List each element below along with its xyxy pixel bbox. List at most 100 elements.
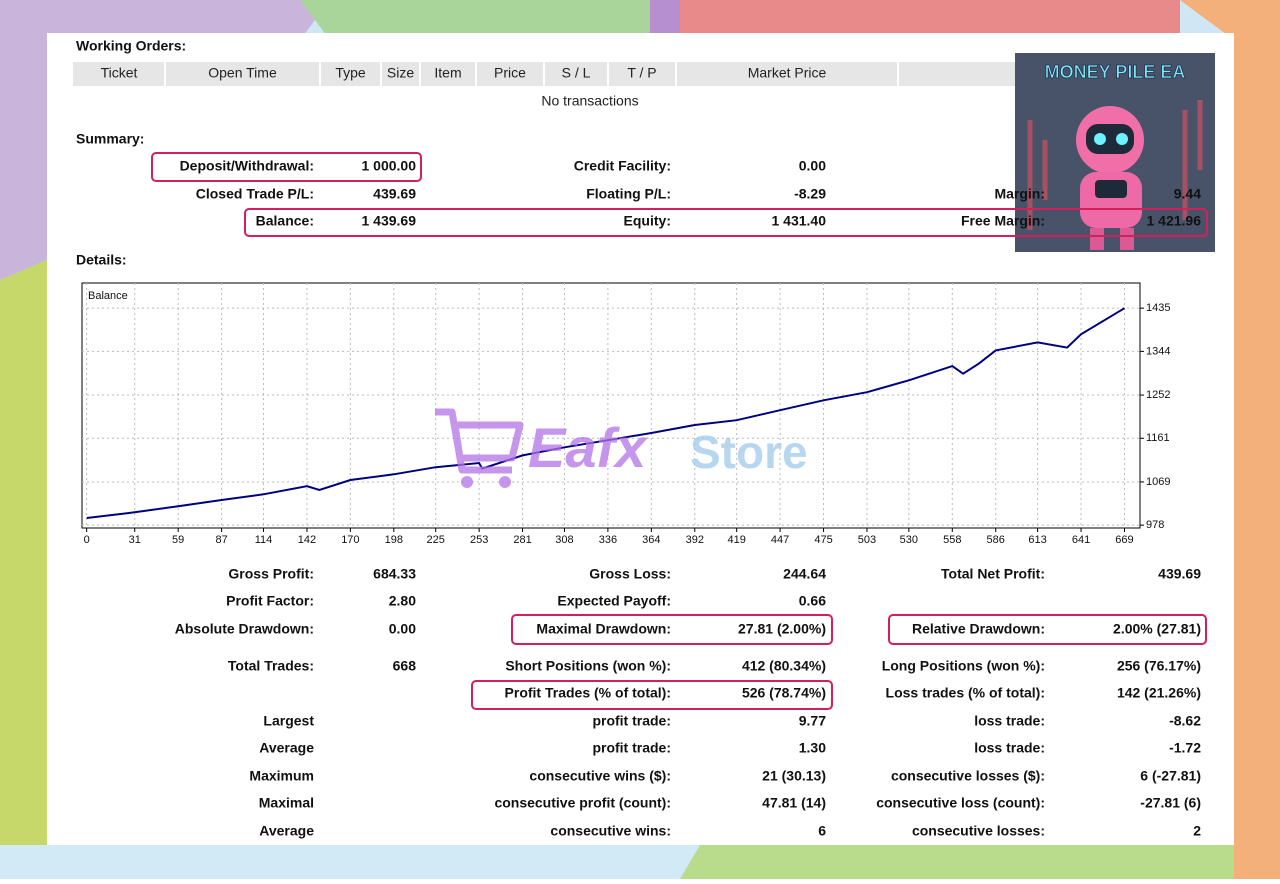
label: Credit Facility: bbox=[574, 158, 671, 174]
value: 439.69 bbox=[1158, 566, 1201, 582]
x-tick-label: 364 bbox=[642, 534, 660, 546]
label: loss trade: bbox=[974, 740, 1045, 756]
x-tick-label: 336 bbox=[599, 534, 617, 546]
label: Profit Factor: bbox=[226, 593, 314, 609]
x-tick-label: 392 bbox=[686, 534, 704, 546]
label: Closed Trade P/L: bbox=[196, 186, 314, 202]
section-title: Details: bbox=[76, 252, 127, 268]
label: loss trade: bbox=[974, 713, 1045, 729]
value: 256 (76.17%) bbox=[1117, 658, 1201, 674]
value: 439.69 bbox=[373, 186, 416, 202]
label: Maximum bbox=[249, 768, 314, 784]
x-tick-label: 475 bbox=[814, 534, 832, 546]
x-tick-label: 503 bbox=[858, 534, 876, 546]
label: Deposit/Withdrawal: bbox=[180, 158, 314, 174]
chart-label: Balance bbox=[88, 290, 128, 302]
x-tick-label: 586 bbox=[987, 534, 1005, 546]
label: Expected Payoff: bbox=[557, 593, 671, 609]
x-tick-label: 142 bbox=[298, 534, 316, 546]
value: 6 bbox=[818, 823, 826, 839]
y-tick-label: 1252 bbox=[1146, 389, 1170, 401]
value: -1.72 bbox=[1169, 740, 1201, 756]
label: Total Trades: bbox=[228, 658, 314, 674]
label: Maximal Drawdown: bbox=[536, 621, 671, 637]
label: Balance: bbox=[256, 213, 314, 229]
x-tick-label: 530 bbox=[900, 534, 918, 546]
value: 1.30 bbox=[799, 740, 826, 756]
value: 0.66 bbox=[799, 593, 826, 609]
x-tick-label: 170 bbox=[341, 534, 359, 546]
label: Equity: bbox=[624, 213, 671, 229]
column-header: Open Time bbox=[208, 65, 277, 81]
value: 668 bbox=[393, 658, 417, 674]
value: 9.44 bbox=[1174, 186, 1201, 202]
column-header: Size bbox=[387, 65, 414, 81]
label: Long Positions (won %): bbox=[882, 658, 1045, 674]
label: Gross Profit: bbox=[228, 566, 314, 582]
x-tick-label: 641 bbox=[1072, 534, 1090, 546]
label: Total Net Profit: bbox=[941, 566, 1045, 582]
label: profit trade: bbox=[592, 740, 671, 756]
x-tick-label: 59 bbox=[172, 534, 184, 546]
value: 2.80 bbox=[389, 593, 416, 609]
x-tick-label: 419 bbox=[727, 534, 745, 546]
chart-frame bbox=[81, 282, 1141, 529]
watermark-brand: Eafx bbox=[528, 416, 649, 479]
value: 1 431.40 bbox=[772, 213, 827, 229]
x-tick-label: 87 bbox=[215, 534, 227, 546]
value: 142 (21.26%) bbox=[1117, 685, 1201, 701]
value: -27.81 (6) bbox=[1140, 795, 1201, 811]
badge-title: MONEY PILE EA bbox=[1045, 62, 1186, 82]
x-tick-label: 253 bbox=[470, 534, 488, 546]
y-tick-label: 1344 bbox=[1146, 345, 1170, 357]
value: -8.29 bbox=[794, 186, 826, 202]
value: 21 (30.13) bbox=[762, 768, 826, 784]
column-header: Price bbox=[494, 65, 526, 81]
column-header: Ticket bbox=[101, 65, 138, 81]
column-header: Item bbox=[434, 65, 461, 81]
value: 6 (-27.81) bbox=[1140, 768, 1201, 784]
value: 244.64 bbox=[783, 566, 826, 582]
label: Absolute Drawdown: bbox=[175, 621, 314, 637]
highlights bbox=[151, 152, 1208, 710]
label: Profit Trades (% of total): bbox=[505, 685, 671, 701]
label: consecutive losses ($): bbox=[891, 768, 1045, 784]
label: consecutive profit (count): bbox=[494, 795, 671, 811]
value: 526 (78.74%) bbox=[742, 685, 826, 701]
value: 684.33 bbox=[373, 566, 416, 582]
value: 47.81 (14) bbox=[762, 795, 826, 811]
x-tick-label: 114 bbox=[255, 534, 273, 546]
value: 1 000.00 bbox=[362, 158, 417, 174]
y-tick-label: 978 bbox=[1146, 519, 1164, 531]
label: Short Positions (won %): bbox=[505, 658, 671, 674]
value: -8.62 bbox=[1169, 713, 1201, 729]
value: 0.00 bbox=[799, 158, 826, 174]
value: 2.00% (27.81) bbox=[1113, 621, 1201, 637]
x-tick-label: 0 bbox=[84, 534, 90, 546]
value: 412 (80.34%) bbox=[742, 658, 826, 674]
label: Average bbox=[259, 823, 314, 839]
column-header: Market Price bbox=[748, 65, 827, 81]
label: consecutive loss (count): bbox=[876, 795, 1045, 811]
x-tick-label: 558 bbox=[943, 534, 961, 546]
label: Maximal bbox=[259, 795, 314, 811]
label: consecutive losses: bbox=[912, 823, 1045, 839]
balance-line bbox=[86, 307, 1126, 519]
label: Margin: bbox=[994, 186, 1045, 202]
cart-wheel bbox=[499, 476, 511, 488]
column-header: S / L bbox=[562, 65, 591, 81]
x-tick-label: 613 bbox=[1028, 534, 1046, 546]
column-header: Type bbox=[335, 65, 366, 81]
watermark: Eafx Store bbox=[435, 408, 808, 488]
label: Floating P/L: bbox=[586, 186, 671, 202]
empty-message: No transactions bbox=[541, 93, 638, 109]
label: consecutive wins ($): bbox=[529, 768, 671, 784]
label: Gross Loss: bbox=[589, 566, 671, 582]
badge-image bbox=[1015, 53, 1215, 252]
x-tick-label: 447 bbox=[771, 534, 789, 546]
x-tick-label: 198 bbox=[385, 534, 403, 546]
label: Free Margin: bbox=[961, 213, 1045, 229]
watermark-suffix: Store bbox=[690, 426, 808, 478]
